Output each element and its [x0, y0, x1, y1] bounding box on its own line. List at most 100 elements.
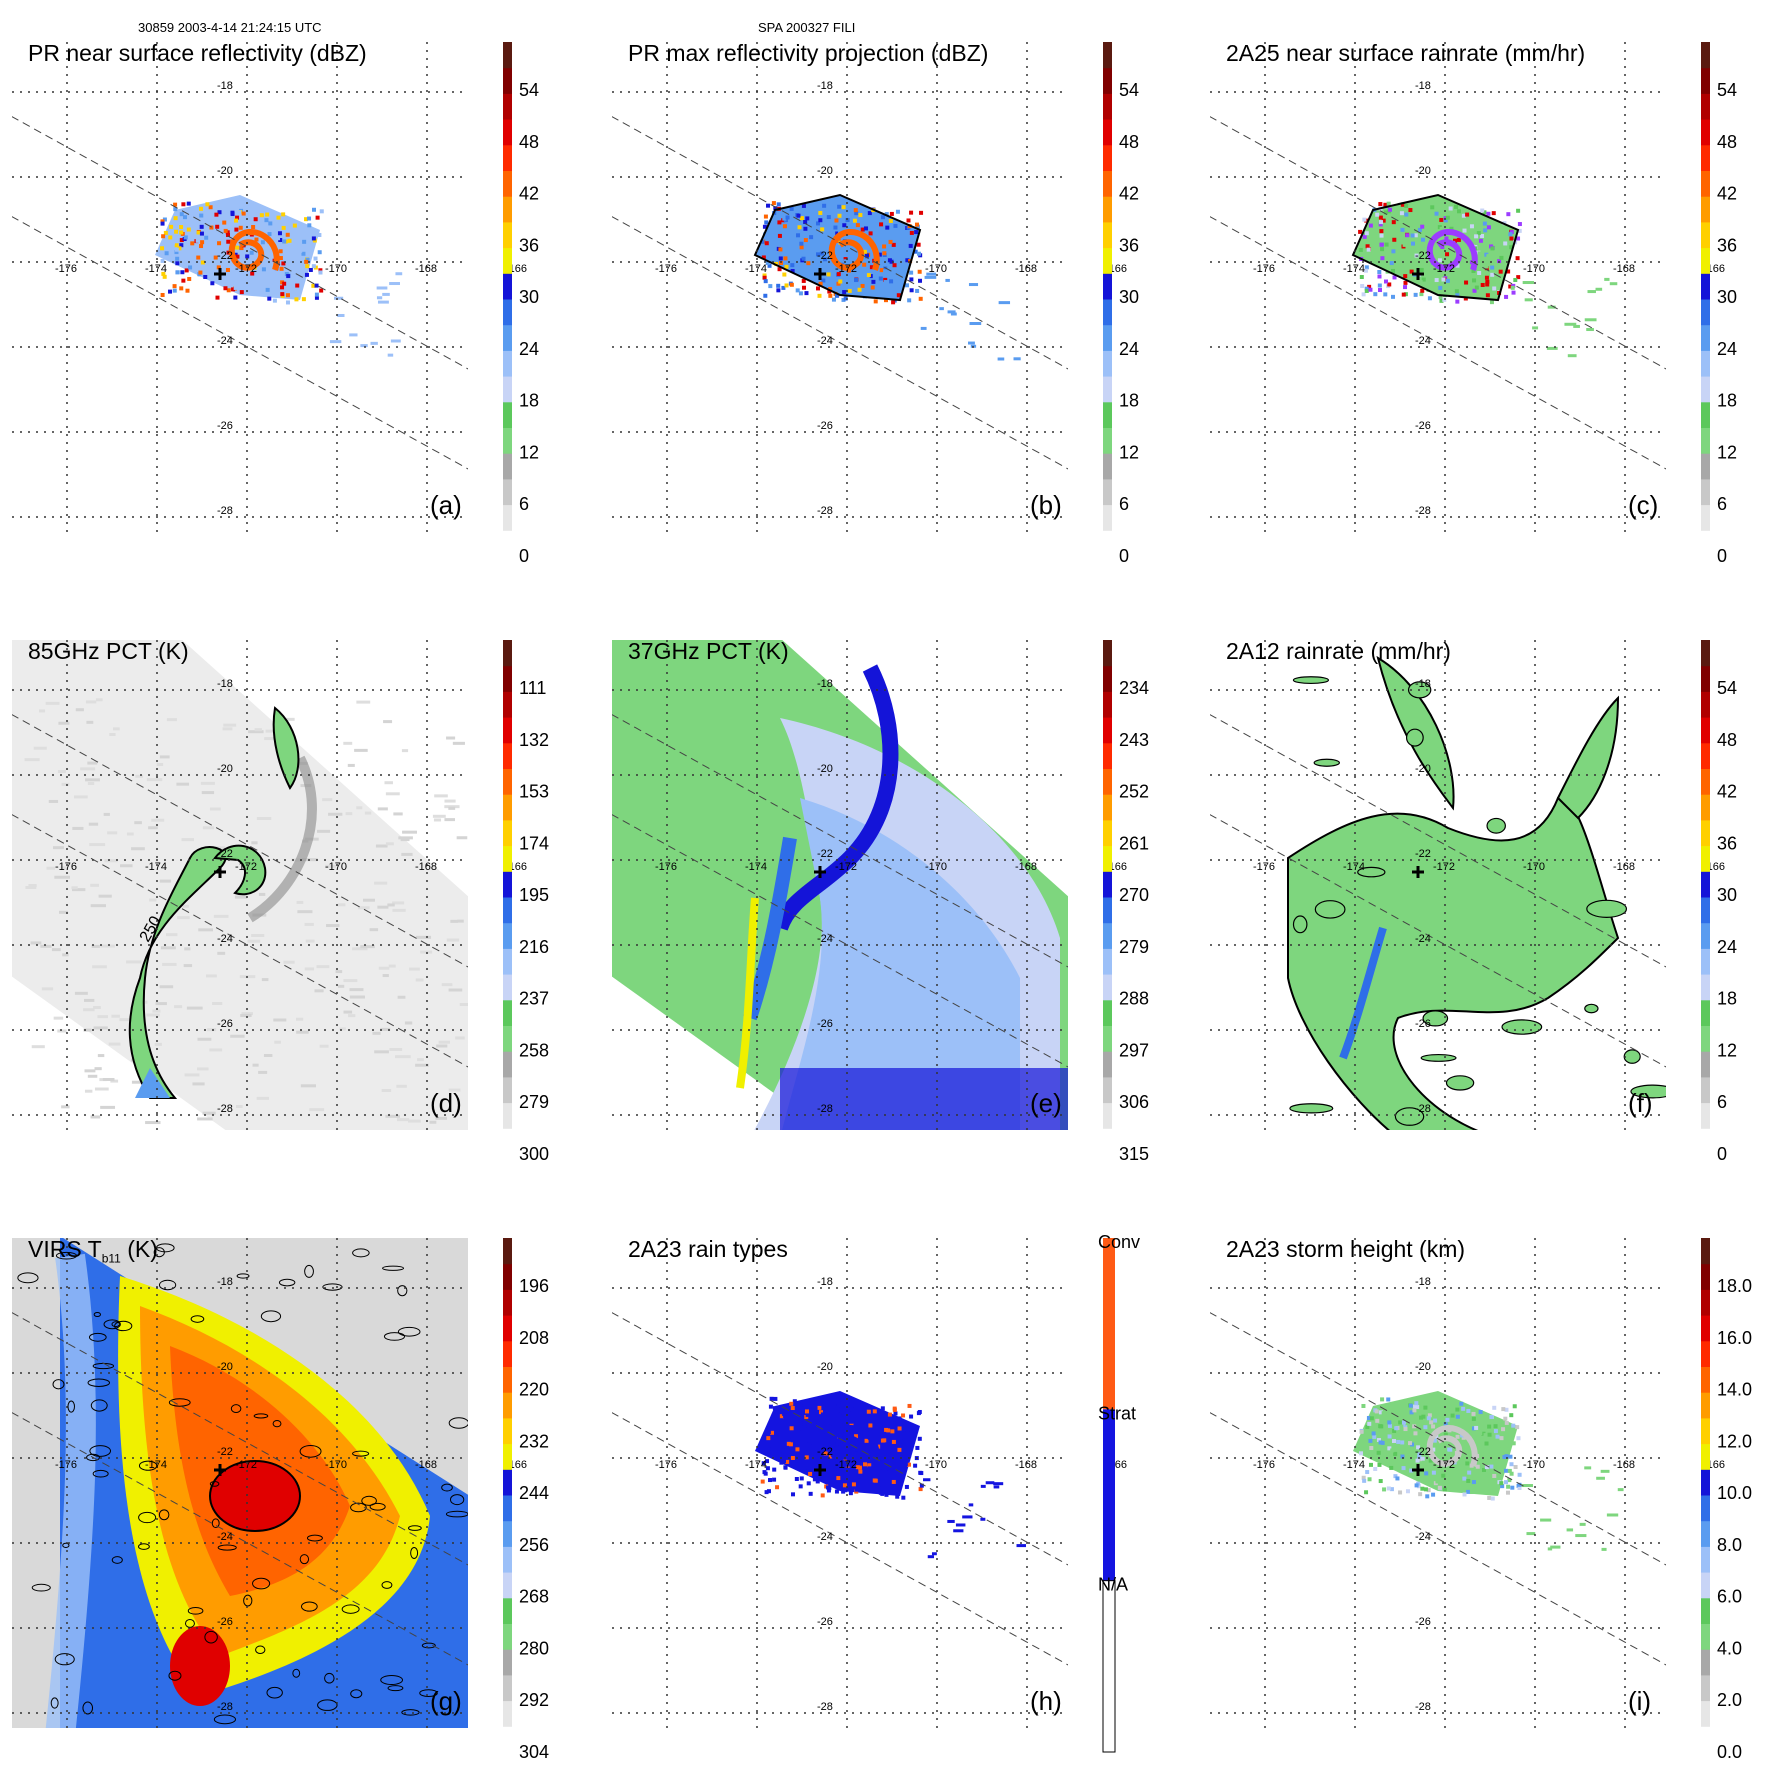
- precip-pixel: [1415, 1405, 1420, 1410]
- colorbar-segment: [503, 427, 512, 454]
- lat-tick-label: -20: [1415, 1361, 1431, 1373]
- precip-pixel: [317, 250, 322, 255]
- precip-pixel: [764, 1490, 769, 1495]
- colorbar-tick-label: 6.0: [1717, 1587, 1742, 1607]
- precip-pixel: [1387, 1446, 1392, 1451]
- colorbar-segment: [1103, 1025, 1112, 1052]
- precip-pixel: [302, 239, 307, 244]
- texture-cell: [45, 701, 60, 705]
- precip-pixel: [1455, 1434, 1460, 1439]
- texture-cell: [61, 1105, 70, 1109]
- precip-pixel: [215, 295, 220, 300]
- texture-cell: [152, 1009, 161, 1013]
- tmi-rain-cell: [1394, 1107, 1425, 1126]
- colorbar-segment: [503, 1128, 512, 1155]
- precip-pixel: [1490, 272, 1495, 277]
- precip-pixel: [1481, 1467, 1486, 1472]
- texture-cell: [53, 846, 64, 850]
- precip-pixel: [1417, 1455, 1422, 1460]
- precip-pixel: [858, 1478, 863, 1483]
- texture-cell: [86, 720, 94, 724]
- colorbar-segment: [1701, 897, 1710, 924]
- precip-pixel: [239, 246, 244, 251]
- precip-pixel: [1388, 207, 1393, 212]
- precip-pixel: [775, 1485, 780, 1490]
- precip-pixel: [834, 1489, 839, 1494]
- texture-cell: [84, 1069, 96, 1073]
- texture-cell: [33, 746, 47, 750]
- precip-pixel: [788, 1442, 793, 1447]
- texture-cell: [217, 951, 226, 955]
- precip-pixel: [799, 241, 804, 246]
- virs-contour: [253, 1413, 269, 1419]
- precip-pixel: [1499, 1436, 1504, 1441]
- precip-pixel: [914, 222, 919, 227]
- precip-pixel: [1498, 269, 1503, 274]
- colorbar-segment: [503, 1572, 512, 1599]
- precip-pixel: [803, 220, 808, 225]
- precip-pixel: [912, 1431, 917, 1436]
- precip-pixel: [301, 251, 306, 256]
- precip-pixel: [1441, 1473, 1446, 1478]
- colorbar-tick-label: 304: [519, 1742, 549, 1762]
- texture-cell: [285, 717, 295, 721]
- precip-cell: [1575, 1534, 1587, 1538]
- precip-pixel: [245, 254, 250, 259]
- tmi-rain-cell: [1445, 1075, 1475, 1091]
- precip-pixel: [170, 240, 175, 245]
- precip-pixel: [838, 279, 843, 284]
- precip-pixel: [1449, 226, 1454, 231]
- colorbar-tick-label: 306: [1119, 1092, 1149, 1112]
- colorbar-segment: [503, 1623, 512, 1650]
- texture-cell: [156, 762, 164, 766]
- colorbar-segment: [1103, 453, 1112, 480]
- precip-pixel: [295, 283, 300, 288]
- precip-pixel: [890, 1429, 895, 1434]
- texture-cell: [343, 979, 358, 983]
- colorbar-tick-label: 279: [1119, 937, 1149, 957]
- reflectivity-contour: [753, 193, 922, 302]
- precip-pixel: [891, 242, 896, 247]
- precip-pixel: [1438, 285, 1443, 290]
- precip-pixel: [893, 223, 898, 228]
- precip-pixel: [285, 232, 290, 237]
- precip-pixel: [304, 272, 309, 277]
- panel-a-title: PR near surface reflectivity (dBZ): [28, 40, 367, 67]
- colorbar-segment: [1103, 221, 1112, 249]
- precip-pixel: [222, 220, 227, 225]
- colorbar-tick-label: 18: [519, 391, 539, 411]
- texture-cell: [256, 817, 272, 821]
- colorbar-segment: [1103, 640, 1112, 667]
- precip-pixel: [835, 1441, 840, 1446]
- virs-contour: [255, 1645, 266, 1655]
- virs-contour: [230, 1404, 242, 1414]
- precip-pixel: [882, 244, 887, 249]
- precip-pixel: [1400, 227, 1405, 232]
- lon-tick-label: -172: [835, 861, 857, 873]
- colorbar-tick-label: 111: [519, 678, 546, 698]
- texture-cell: [90, 904, 106, 908]
- precip-pixel: [1426, 1416, 1431, 1421]
- precip-pixel: [226, 250, 231, 255]
- precip-pixel: [1368, 287, 1373, 292]
- precip-pixel: [1427, 296, 1432, 301]
- texture-cell: [356, 806, 363, 810]
- virs-contour: [272, 1420, 282, 1428]
- panel-e-label: (e): [1030, 1088, 1062, 1118]
- precip-pixel: [818, 1410, 823, 1415]
- precip-pixel: [918, 1470, 923, 1475]
- precip-pixel: [807, 1442, 812, 1447]
- texture-cell: [358, 906, 370, 910]
- precip-pixel: [1504, 1454, 1509, 1459]
- lon-tick-label: -176: [55, 1459, 77, 1471]
- precip-pixel: [161, 271, 166, 276]
- precip-pixel: [872, 1409, 877, 1414]
- precip-pixel: [1410, 241, 1415, 246]
- precip-pixel: [915, 1445, 920, 1450]
- precip-pixel: [1424, 1471, 1429, 1476]
- precip-pixel: [1504, 1468, 1509, 1473]
- precip-pixel: [843, 296, 848, 301]
- precip-pixel: [1431, 1447, 1436, 1452]
- virs-contour: [350, 1689, 363, 1699]
- precip-pixel: [852, 218, 857, 223]
